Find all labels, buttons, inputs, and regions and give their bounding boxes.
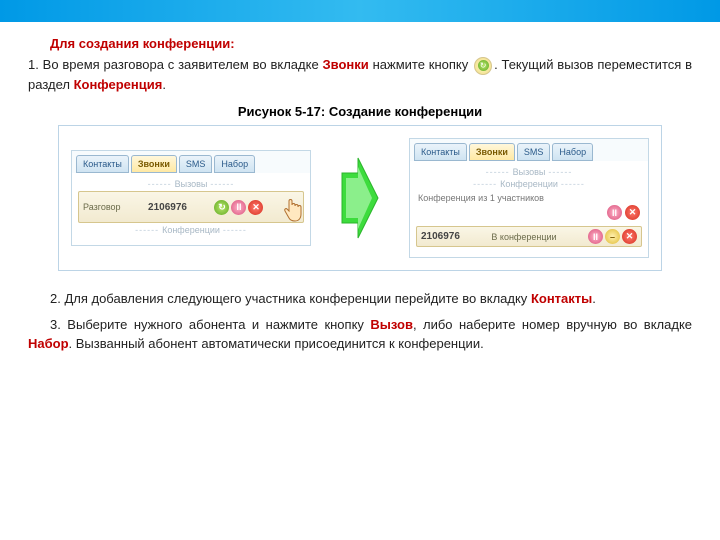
right-tabs: Контакты Звонки SMS Набор [410,139,648,161]
step2-text-a: 2. Для добавления следующего участника к… [50,291,531,306]
tab-sms[interactable]: SMS [179,155,213,173]
right-panel-body: Вызовы Конференции Конференция из 1 учас… [410,161,648,257]
step2-tab-ref: Контакты [531,291,592,306]
call-row-label: Разговор [83,202,121,212]
right-panel: Контакты Звонки SMS Набор Вызовы Конфере… [409,138,649,258]
tab-calls-r[interactable]: Звонки [469,143,515,161]
step3-text-a: 3. Выберите нужного абонента и нажмите к… [50,317,370,332]
separator-conferences: Конференции [78,225,304,235]
row-pause-icon[interactable]: II [588,229,603,244]
left-tabs: Контакты Звонки SMS Набор [72,151,310,173]
step3-text-c: . Вызванный абонент автоматически присое… [69,336,484,351]
header-bar [0,0,720,22]
conference-header: Конференция из 1 участников [416,191,642,203]
figure-5-17: Контакты Звонки SMS Набор Вызовы Разгово… [58,125,662,271]
conference-header-icons: II ✕ [416,203,642,224]
page-content: Для создания конференции: 1. Во время ра… [0,22,720,380]
step-1: 1. Во время разговора с заявителем во вк… [28,55,692,94]
step1-section-ref: Конференция [74,77,163,92]
tab-contacts-r[interactable]: Контакты [414,143,467,161]
conference-row: 2106976 В конференции II – ✕ [416,226,642,247]
tab-dial[interactable]: Набор [214,155,255,173]
row-end-icon[interactable]: ✕ [622,229,637,244]
tab-sms-r[interactable]: SMS [517,143,551,161]
step3-text-b: , либо наберите номер вручную во вкладке [413,317,692,332]
step-2: 2. Для добавления следующего участника к… [28,289,692,309]
transfer-icon[interactable]: ↻ [214,200,229,215]
pause-icon[interactable]: II [231,200,246,215]
left-panel: Контакты Звонки SMS Набор Вызовы Разгово… [71,150,311,246]
call-row-icons: ↻ II ✕ [214,200,263,215]
section-title: Для создания конференции: [50,36,692,51]
tab-dial-r[interactable]: Набор [552,143,593,161]
step-3: 3. Выберите нужного абонента и нажмите к… [28,315,692,354]
left-panel-body: Вызовы Разговор 2106976 ↻ II ✕ Ко [72,173,310,245]
end-icon[interactable]: ✕ [248,200,263,215]
conf-row-status: В конференции [491,232,556,242]
call-row: Разговор 2106976 ↻ II ✕ [78,191,304,223]
conf-row-icons: II – ✕ [588,229,637,244]
step2-text-b: . [592,291,596,306]
hand-cursor-icon [285,204,299,220]
conf-end-icon[interactable]: ✕ [625,205,640,220]
transition-arrow-icon [340,153,380,243]
step1-text-a: 1. Во время разговора с заявителем во вк… [28,57,323,72]
tab-calls[interactable]: Звонки [131,155,177,173]
transfer-inline-icon: ↻ [474,57,492,75]
step3-btn-ref: Вызов [370,317,413,332]
step1-tab-ref: Звонки [323,57,369,72]
row-remove-icon[interactable]: – [605,229,620,244]
conf-pause-icon[interactable]: II [607,205,622,220]
separator-conferences-r: Конференции [416,179,642,189]
separator-calls-r: Вызовы [416,167,642,177]
separator-calls: Вызовы [78,179,304,189]
call-row-number: 2106976 [148,202,187,213]
step1-text-d: . [162,77,166,92]
figure-caption: Рисунок 5-17: Создание конференции [28,104,692,119]
conf-row-number: 2106976 [421,231,460,242]
tab-contacts[interactable]: Контакты [76,155,129,173]
step3-tab-ref: Набор [28,336,69,351]
step1-text-b: нажмите кнопку [369,57,472,72]
